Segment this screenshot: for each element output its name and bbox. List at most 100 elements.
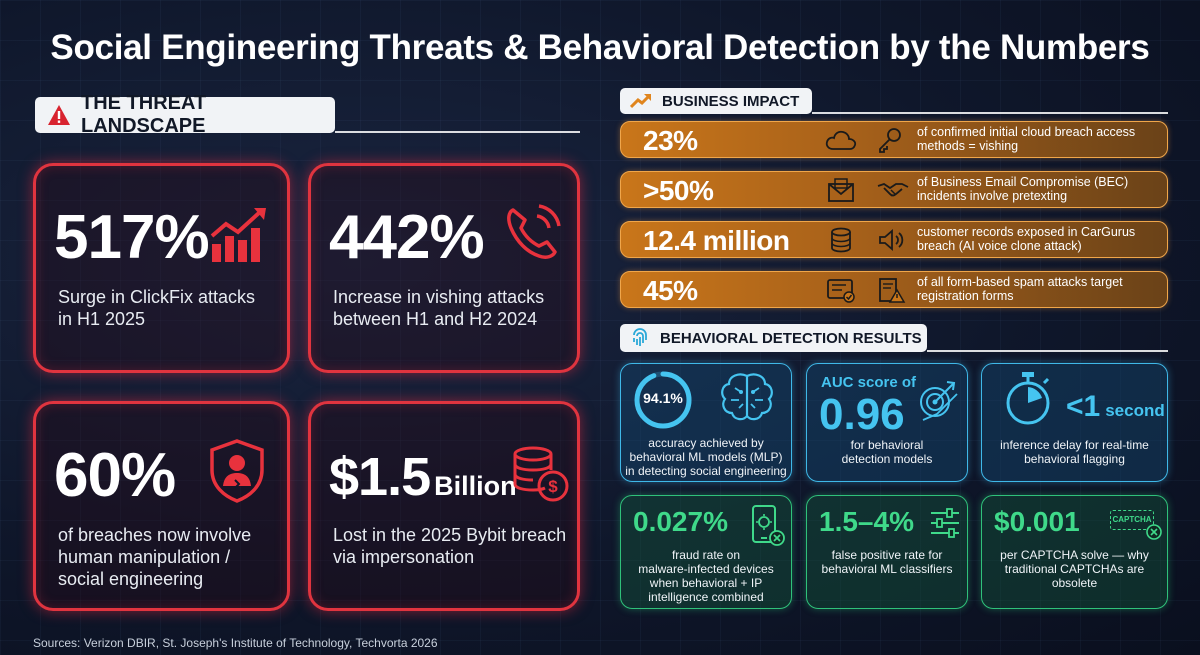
delay-number: <1: [1066, 390, 1101, 423]
phone-ringing-icon: [501, 202, 563, 269]
threat-card-value: 442%: [329, 203, 485, 272]
desc-line: obsolete: [1051, 576, 1098, 590]
infected-phone-icon: [747, 504, 787, 553]
threat-card-value: 60%: [54, 441, 176, 510]
desc-line: in detecting social engineering: [625, 464, 787, 478]
detect-card-fraud-rate: 0.027% fraud rate on malware-infected de…: [620, 495, 792, 609]
coin-stack-icon: $: [509, 444, 571, 509]
desc-line: intelligence combined: [648, 590, 764, 604]
impact-row-bec: >50% of Business Email Compromise (BEC) …: [620, 171, 1168, 208]
desc-line: methods = vishing: [917, 139, 1019, 153]
target-arrow-icon: [917, 378, 959, 427]
desc-line: social engineering: [58, 569, 204, 589]
impact-value: 45%: [643, 275, 698, 306]
threat-card-desc: Increase in vishing attacks between H1 a…: [333, 286, 544, 330]
threat-card-value: 517%: [54, 203, 210, 272]
detect-card-auc: AUC score of 0.96 for behavioral detecti…: [806, 363, 968, 482]
desc-line: Lost in the 2025 Bybit breach: [333, 525, 567, 545]
detect-heading-rule: [927, 350, 1168, 352]
sliders-icon: [929, 508, 961, 543]
shield-user-icon: [208, 438, 266, 509]
auc-value: 0.96: [819, 390, 905, 439]
stopwatch-icon: [1002, 370, 1054, 431]
speaker-icon: [876, 226, 910, 259]
desc-line: customer records exposed in CarGurus: [917, 225, 1136, 239]
database-icon: [824, 226, 858, 259]
document-warning-icon: [876, 276, 906, 309]
detect-card-desc: fraud rate on malware-infected devices w…: [621, 548, 791, 604]
accuracy-value: 94.1%: [643, 390, 683, 406]
page-title: Social Engineering Threats & Behavioral …: [50, 28, 1150, 67]
brain-icon: [717, 370, 783, 433]
desc-line: accuracy achieved by: [648, 436, 764, 450]
captcha-cost-value: $0.001: [994, 506, 1080, 537]
fingerprint-icon: [630, 327, 650, 349]
desc-line: of breaches now involve: [58, 525, 252, 545]
envelope-icon: [824, 176, 858, 209]
threat-card-human-manipulation: 60% of breaches now involve human manipu…: [33, 401, 290, 611]
detect-card-inference-delay: <1 second inference delay for real-time b…: [981, 363, 1168, 482]
captcha-label: CAPTCHA: [1112, 515, 1152, 524]
impact-value: 23%: [643, 125, 698, 156]
desc-line: behavioral flagging: [1024, 452, 1125, 466]
threat-value-suffix: Billion: [434, 471, 517, 501]
cloud-icon: [824, 126, 858, 159]
detect-card-desc: inference delay for real-time behavioral…: [982, 438, 1167, 466]
trend-up-icon: [630, 93, 652, 109]
desc-line: in H1 2025: [58, 309, 146, 329]
desc-line: behavioral ML classifiers: [821, 562, 953, 576]
desc-line: of confirmed initial cloud breach access: [917, 125, 1136, 139]
threat-card-desc: of breaches now involve human manipulati…: [58, 524, 251, 590]
threat-card-desc: Lost in the 2025 Bybit breach via impers…: [333, 524, 566, 568]
detect-card-desc: per CAPTCHA solve — why traditional CAPT…: [982, 548, 1167, 590]
threat-card-value: $1.5 Billion: [329, 446, 517, 508]
desc-line: for behavioral: [850, 438, 924, 452]
behavioral-detection-heading: BEHAVIORAL DETECTION RESULTS: [620, 324, 927, 352]
impact-row-cargurus: 12.4 million customer records exposed in…: [620, 221, 1168, 258]
threat-landscape-label: THE THREAT LANDSCAPE: [81, 92, 207, 137]
business-impact-label: BUSINESS IMPACT: [662, 92, 800, 110]
auc-pre-label: AUC score of: [821, 374, 917, 391]
desc-line: human manipulation /: [58, 547, 231, 567]
desc-line: false positive rate for: [831, 548, 943, 562]
desc-line: fraud rate on: [671, 548, 741, 562]
accuracy-ring: 94.1%: [633, 370, 693, 430]
desc-line: Surge in ClickFix attacks: [58, 287, 256, 307]
key-icon: [876, 126, 904, 159]
detect-card-desc: accuracy achieved by behavioral ML model…: [621, 436, 791, 478]
impact-desc: of all form-based spam attacks target re…: [917, 275, 1123, 303]
desc-line: Increase in vishing attacks: [333, 287, 545, 307]
delay-value: <1 second: [1066, 390, 1165, 424]
threat-card-bybit: $1.5 Billion $ Lost in the 2025 Bybit bre…: [308, 401, 580, 611]
detect-card-desc: false positive rate for behavioral ML cl…: [807, 548, 967, 576]
desc-line: via impersonation: [333, 547, 475, 567]
impact-desc: of confirmed initial cloud breach access…: [917, 125, 1135, 153]
desc-line: malware-infected devices: [638, 562, 774, 576]
threat-card-clickfix: 517% Surge in ClickFix attacks in H1 202…: [33, 163, 290, 373]
rising-bar-chart-icon: [208, 206, 270, 269]
detect-card-false-positive: 1.5–4% false positive rate for behaviora…: [806, 495, 968, 609]
handshake-icon: [876, 176, 910, 209]
threat-value-number: $1.5: [329, 447, 431, 507]
desc-line: of all form-based spam attacks target: [917, 275, 1123, 289]
desc-line: per CAPTCHA solve — why: [1000, 548, 1149, 562]
desc-line: between H1 and H2 2024: [333, 309, 538, 329]
detect-card-desc: for behavioral detection models: [807, 438, 967, 466]
detect-card-ml-accuracy: 94.1% accuracy achieved by behavioral ML…: [620, 363, 792, 482]
threat-card-desc: Surge in ClickFix attacks in H1 2025: [58, 286, 255, 330]
desc-line: incidents involve pretexting: [917, 189, 1068, 203]
delay-unit: second: [1105, 401, 1165, 420]
impact-heading-rule: [812, 112, 1168, 114]
svg-text:$: $: [548, 477, 558, 496]
threat-heading-rule: [335, 131, 580, 133]
impact-value: 12.4 million: [643, 225, 790, 256]
threat-landscape-heading: THE THREAT LANDSCAPE: [35, 92, 335, 137]
desc-line: of Business Email Compromise (BEC): [917, 175, 1129, 189]
form-check-icon: [824, 276, 858, 309]
impact-desc: of Business Email Compromise (BEC) incid…: [917, 175, 1128, 203]
desc-line: traditional CAPTCHAs are: [1004, 562, 1145, 576]
behavioral-detection-label: BEHAVIORAL DETECTION RESULTS: [660, 329, 922, 347]
business-impact-heading: BUSINESS IMPACT: [620, 88, 812, 114]
detect-card-captcha-cost: $0.001 CAPTCHA per CAPTCHA solve — why t…: [981, 495, 1168, 609]
desc-line: when behavioral + IP: [649, 576, 763, 590]
